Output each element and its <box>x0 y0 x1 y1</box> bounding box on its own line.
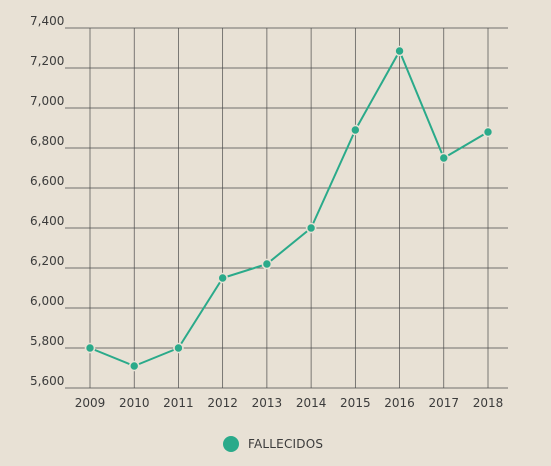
y-tick-label-5800: 5,800 <box>30 334 64 348</box>
data-point-2011 <box>173 342 184 354</box>
x-tick-label-2013: 2013 <box>252 396 283 410</box>
x-tick-label-2011: 2011 <box>163 396 194 410</box>
data-point-2016 <box>394 45 405 57</box>
x-tick-label-2018: 2018 <box>473 396 504 410</box>
vertical-gridlines <box>89 28 489 388</box>
data-point-2013 <box>261 258 273 270</box>
x-tick-label-2014: 2014 <box>296 396 327 410</box>
series-line-0 <box>89 50 489 367</box>
x-tick-label-2009: 2009 <box>75 396 106 410</box>
data-point-2015 <box>350 124 361 136</box>
x-tick-label-2010: 2010 <box>119 396 150 410</box>
x-tick-label-2016: 2016 <box>384 396 415 410</box>
horizontal-gridlines <box>65 27 508 389</box>
data-point-2012 <box>217 272 228 284</box>
x-tick-label-2012: 2012 <box>207 396 238 410</box>
y-tick-label-6000: 6,000 <box>30 294 64 308</box>
legend-label-fallecidos: FALLECIDOS <box>248 437 323 451</box>
x-tick-label-2015: 2015 <box>340 396 371 410</box>
x-tick-label-2017: 2017 <box>429 396 460 410</box>
data-point-2017 <box>438 152 450 164</box>
y-tick-label-7400: 7,400 <box>30 14 64 28</box>
y-tick-label-7200: 7,200 <box>30 54 64 68</box>
data-point-2018 <box>482 126 494 138</box>
x-axis-tick-labels: 2009 2010 2011 2012 2013 2014 2015 2016 2017 2018 <box>75 396 504 410</box>
y-tick-label-6200: 6,200 <box>30 254 64 268</box>
y-tick-label-7000: 7,000 <box>30 94 64 108</box>
y-tick-label-6400: 6,400 <box>30 214 64 228</box>
data-point-2009 <box>84 342 96 354</box>
y-axis-tick-labels: 5,600 5,800 6,000 6,200 6,400 6,600 6,800 7,000… <box>30 14 64 388</box>
y-tick-label-6600: 6,600 <box>30 174 64 188</box>
series-layer <box>84 45 494 372</box>
y-tick-label-6800: 6,800 <box>30 134 64 148</box>
legend: FALLECIDOS <box>223 436 323 452</box>
data-point-2014 <box>305 222 317 234</box>
y-tick-label-5600: 5,600 <box>30 374 64 388</box>
data-point-2010 <box>128 360 140 372</box>
legend-swatch-fallecidos <box>223 436 239 452</box>
